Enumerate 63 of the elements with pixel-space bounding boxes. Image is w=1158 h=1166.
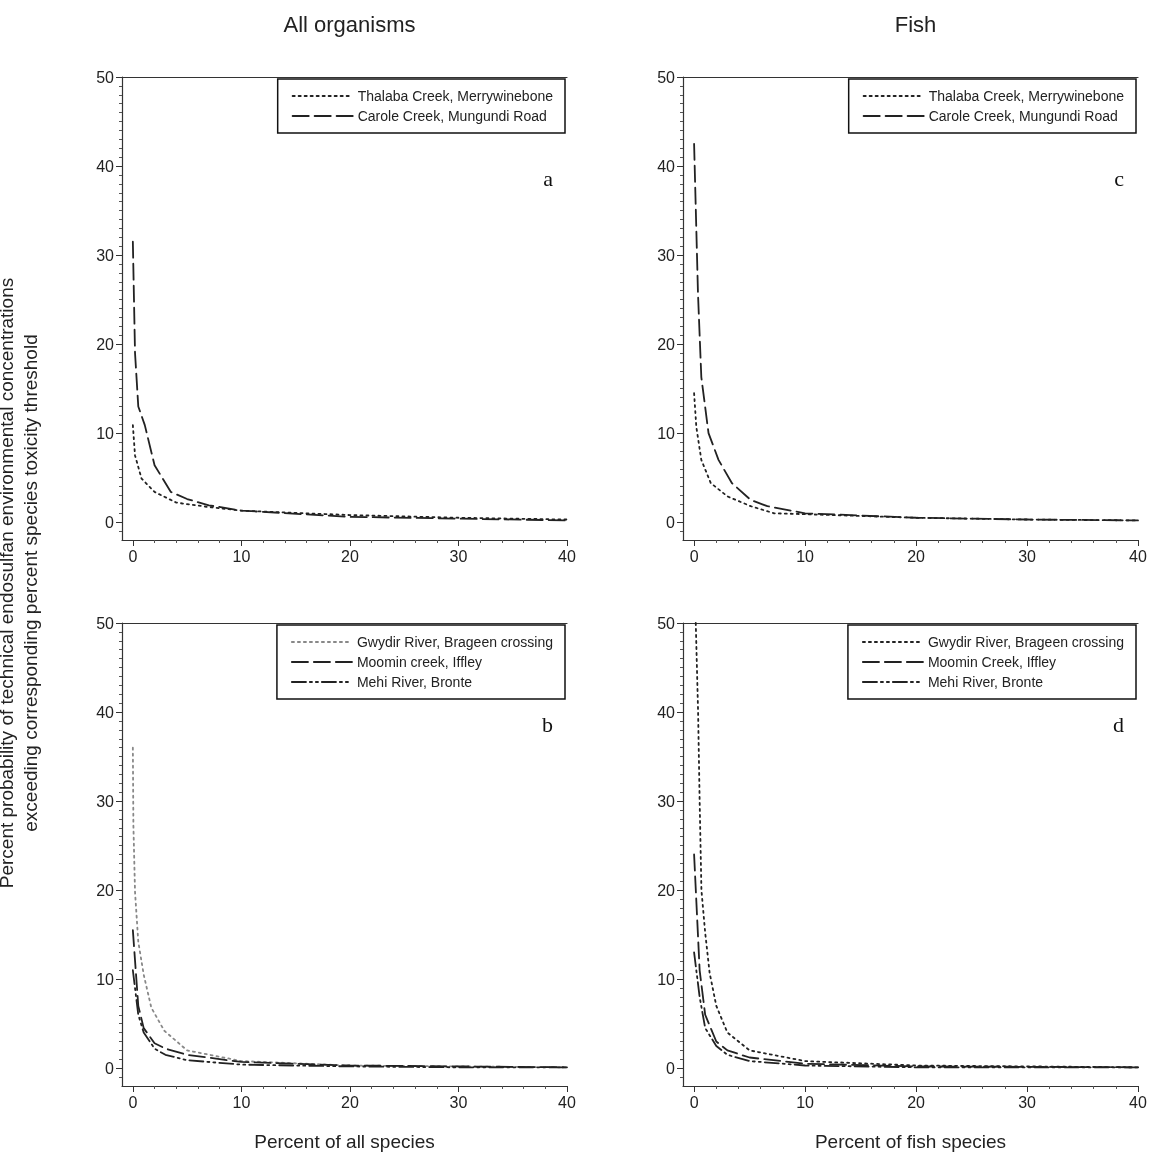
- y-tick-label: 0: [666, 1059, 676, 1077]
- y-tick-label: 20: [96, 335, 115, 353]
- x-tick-label: 40: [1129, 547, 1147, 565]
- y-tick-label: 30: [96, 246, 115, 264]
- y-tick-label: 30: [657, 792, 676, 810]
- legend-label: Mehi River, Bronte: [356, 674, 473, 690]
- x-tick-label: 30: [449, 547, 468, 565]
- y-tick-label: 20: [96, 881, 115, 899]
- y-tick-label: 10: [657, 424, 676, 442]
- y-tick-label: 30: [657, 246, 676, 264]
- chart-title: All organisms: [283, 11, 416, 37]
- annotation: d: [1113, 711, 1124, 737]
- legend-label: Moomin creek, Iffley: [356, 654, 482, 670]
- x-tick-label: 0: [128, 547, 138, 565]
- x-tick-label: 10: [232, 1093, 251, 1111]
- x-tick-label: 30: [1018, 547, 1037, 565]
- x-tick-label: 20: [907, 547, 926, 565]
- y-tick-label: 10: [96, 424, 115, 442]
- y-tick-label: 10: [96, 970, 115, 988]
- legend-label: Gwydir River, Brageen crossing: [356, 634, 553, 650]
- x-tick-label: 10: [796, 1093, 815, 1111]
- legend-label: Gwydir River, Brageen crossing: [927, 634, 1124, 650]
- x-tick-label: 0: [128, 1093, 138, 1111]
- x-axis-title: Percent of fish species: [814, 1131, 1007, 1152]
- legend-label: Mehi River, Bronte: [927, 674, 1044, 690]
- y-tick-label: 40: [657, 157, 676, 175]
- legend-label: Carole Creek, Mungundi Road: [357, 108, 547, 124]
- y-tick-label: 50: [96, 614, 115, 632]
- x-tick-label: 10: [796, 547, 815, 565]
- y-tick-label: 0: [105, 513, 115, 531]
- y-tick-label: 20: [657, 881, 676, 899]
- x-tick-label: 40: [1129, 1093, 1147, 1111]
- y-tick-label: 0: [666, 513, 676, 531]
- y-tick-label: 50: [657, 614, 676, 632]
- legend-label: Thalaba Creek, Merrywinebone: [928, 88, 1125, 104]
- y-tick-label: 50: [96, 68, 115, 86]
- x-tick-label: 0: [689, 1093, 699, 1111]
- legend-label: Carole Creek, Mungundi Road: [928, 108, 1118, 124]
- annotation: c: [1114, 165, 1125, 191]
- legend-label: Thalaba Creek, Merrywinebone: [357, 88, 554, 104]
- y-tick-label: 40: [657, 703, 676, 721]
- annotation: a: [543, 165, 554, 191]
- x-tick-label: 30: [1018, 1093, 1037, 1111]
- x-tick-label: 40: [558, 547, 576, 565]
- x-tick-label: 0: [689, 547, 699, 565]
- x-tick-label: 20: [907, 1093, 926, 1111]
- x-tick-label: 10: [232, 547, 251, 565]
- x-tick-label: 30: [449, 1093, 468, 1111]
- y-tick-label: 40: [96, 703, 115, 721]
- x-tick-label: 20: [341, 547, 359, 565]
- y-tick-label: 0: [105, 1059, 115, 1077]
- y-axis-title: Percent probability of technical endosulfan environmental concentrations exceeding corresponding percent species toxicity threshold: [0, 276, 42, 891]
- y-tick-label: 10: [657, 970, 676, 988]
- y-tick-label: 20: [657, 335, 676, 353]
- legend-label: Moomin Creek, Iffley: [927, 654, 1057, 670]
- chart-title: Fish: [894, 11, 937, 37]
- x-tick-label: 40: [558, 1093, 576, 1111]
- y-tick-label: 30: [96, 792, 115, 810]
- x-axis-title: Percent of all species: [254, 1131, 435, 1152]
- y-tick-label: 50: [657, 68, 676, 86]
- y-tick-label: 40: [96, 157, 115, 175]
- x-tick-label: 20: [341, 1093, 359, 1111]
- annotation: b: [542, 711, 553, 737]
